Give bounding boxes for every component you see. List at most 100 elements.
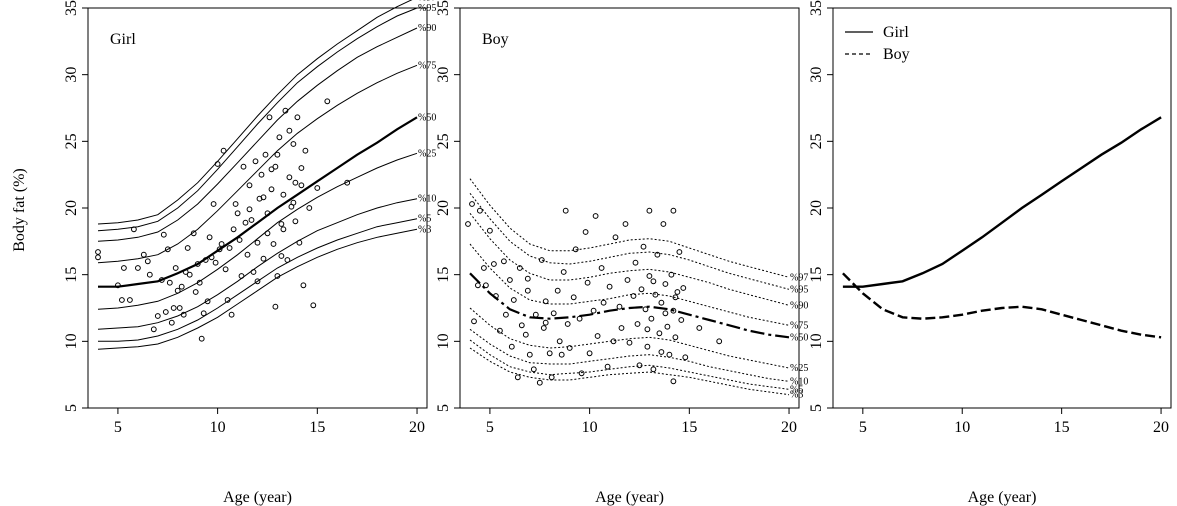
data-point xyxy=(475,282,481,289)
data-point xyxy=(246,206,253,213)
data-point xyxy=(576,315,583,322)
data-point xyxy=(672,334,679,341)
data-point xyxy=(638,286,645,293)
data-point xyxy=(507,277,513,283)
data-point xyxy=(302,147,309,154)
panel-1: 5 10 15 20 5 10 15 20 25 30 35 Age (year) Girl %97%95… xyxy=(63,0,436,506)
data-point xyxy=(680,285,687,291)
y-tick-label: 30 xyxy=(808,67,825,83)
data-point xyxy=(518,322,525,329)
data-point xyxy=(260,194,267,201)
data-point xyxy=(524,287,531,294)
data-point xyxy=(176,305,183,311)
series-line-boy xyxy=(842,272,1162,339)
x-tick-label: 10 xyxy=(210,419,226,436)
data-point xyxy=(696,325,703,331)
data-point xyxy=(594,333,601,339)
data-point xyxy=(294,114,301,121)
data-point xyxy=(634,321,641,327)
y-tick-label: 25 xyxy=(435,133,452,149)
centile-label: %90 xyxy=(790,300,808,311)
centile-line xyxy=(97,27,418,242)
panel-label: Girl xyxy=(110,31,136,48)
y-tick-label: 15 xyxy=(63,267,80,283)
data-point xyxy=(274,273,281,279)
data-point xyxy=(240,163,247,170)
y-tick-label: 35 xyxy=(63,0,80,16)
data-point xyxy=(95,254,101,261)
x-tick-label: 15 xyxy=(309,419,325,436)
plot-frame xyxy=(832,7,1172,409)
data-point xyxy=(204,298,211,305)
data-point xyxy=(236,237,243,243)
data-point xyxy=(630,293,637,299)
data-point xyxy=(606,283,613,290)
y-tick-label: 20 xyxy=(63,200,80,216)
y-tick-label: 5 xyxy=(435,404,452,412)
data-point xyxy=(493,293,499,299)
data-point xyxy=(465,221,471,227)
data-point xyxy=(542,298,549,305)
data-point xyxy=(250,269,257,275)
data-point xyxy=(662,310,669,317)
centile-label: %95 xyxy=(418,3,436,14)
data-point xyxy=(310,302,317,309)
data-point xyxy=(670,307,677,314)
data-point xyxy=(254,278,261,285)
data-point xyxy=(284,257,291,263)
data-point xyxy=(644,326,651,333)
data-point xyxy=(119,297,125,303)
y-tick-label: 30 xyxy=(435,67,452,83)
x-tick-label: 15 xyxy=(681,419,697,436)
data-point xyxy=(670,378,677,385)
data-point xyxy=(282,107,289,114)
data-point xyxy=(206,234,213,241)
panel-3: 5 10 15 20 5 10 15 20 25 30 35 Age (year) Girl Boy xyxy=(808,0,1172,506)
x-tick-label: 20 xyxy=(409,419,425,436)
data-point xyxy=(648,315,655,322)
x-tick-label: 15 xyxy=(1054,419,1070,436)
data-point xyxy=(660,221,667,227)
data-point xyxy=(262,151,269,158)
data-point xyxy=(266,114,273,121)
y-tick-label: 20 xyxy=(435,200,452,216)
centile-label: %3 xyxy=(790,390,803,401)
data-point xyxy=(242,219,249,226)
data-point xyxy=(491,261,497,267)
data-point xyxy=(678,317,685,323)
centile-line xyxy=(97,64,418,264)
y-tick-label: 15 xyxy=(808,267,825,283)
data-point xyxy=(666,351,673,358)
data-point xyxy=(264,210,271,217)
x-tick-label: 10 xyxy=(582,419,598,436)
y-tick-label: 35 xyxy=(435,0,452,16)
data-point xyxy=(646,207,653,214)
series-line-girl xyxy=(842,116,1162,288)
data-point xyxy=(131,226,137,233)
data-point xyxy=(672,294,679,301)
data-point xyxy=(560,269,567,275)
centile-label: %5 xyxy=(790,384,803,395)
data-point xyxy=(556,338,563,345)
x-tick-label: 10 xyxy=(954,419,970,436)
data-point xyxy=(538,257,545,263)
legend-label: Girl xyxy=(883,24,909,41)
data-point xyxy=(622,221,629,227)
data-point xyxy=(600,299,607,306)
data-point xyxy=(220,147,227,154)
data-point xyxy=(524,275,531,282)
data-point xyxy=(578,370,585,377)
data-point xyxy=(324,98,331,105)
data-point xyxy=(652,291,659,298)
data-point xyxy=(214,161,221,167)
data-point xyxy=(546,350,553,357)
data-point xyxy=(554,287,561,294)
centile-label: %95 xyxy=(790,284,808,295)
centile-label: %75 xyxy=(790,320,808,331)
data-point xyxy=(564,321,571,327)
data-point xyxy=(582,229,589,235)
data-point xyxy=(548,374,555,381)
data-point xyxy=(222,266,229,273)
data-point xyxy=(274,151,281,158)
